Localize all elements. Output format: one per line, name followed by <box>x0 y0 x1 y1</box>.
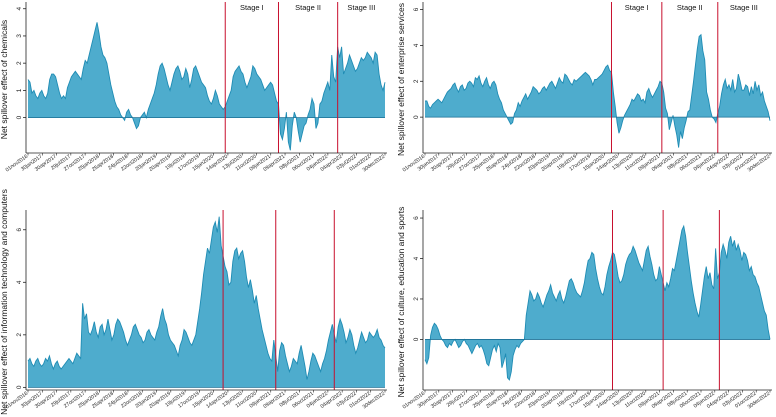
y-tick-label: 2 <box>16 333 23 337</box>
y-axis-title: Net spillover effect of chemicals <box>0 20 9 139</box>
y-tick-label: 4 <box>413 43 420 47</box>
stage-label-3: Stage III <box>730 3 758 12</box>
chart-panel-2: Stage I Stage II Stage III 0 2 4 6 Net spillove… <box>396 2 772 173</box>
stage-label-2: Stage II <box>295 3 321 12</box>
area-fill <box>425 226 770 380</box>
chart-panel-1: Stage I Stage II Stage III 0 1 2 3 4 Net spillov… <box>0 2 387 173</box>
area-fill <box>28 216 385 388</box>
y-tick-label: 0 <box>413 115 420 119</box>
stage-label-1: Stage I <box>625 3 649 12</box>
stage-label-2: Stage II <box>677 3 703 12</box>
y-axis-title: Net spillover effect of information tech… <box>0 189 9 415</box>
area-fill <box>425 34 770 148</box>
y-tick-label: 1 <box>16 88 23 92</box>
y-tick-label: 3 <box>16 34 23 38</box>
y-tick-label: 0 <box>16 115 23 119</box>
y-tick-label: 4 <box>413 256 420 260</box>
y-tick-label: 6 <box>413 216 420 220</box>
series-line <box>424 224 771 381</box>
y-tick-label: 2 <box>16 61 23 65</box>
stage-label-3: Stage III <box>347 3 375 12</box>
y-tick-label: 4 <box>16 7 23 11</box>
area-fill <box>28 22 385 151</box>
series-line <box>27 22 386 151</box>
chart-panel-4: 0 2 4 6 Net spillover effect of culture, edu… <box>396 207 772 410</box>
y-tick-label: 2 <box>413 79 420 83</box>
y-tick-label: 6 <box>413 7 420 11</box>
y-tick-label: 4 <box>16 280 23 284</box>
y-tick-label: 6 <box>16 228 23 232</box>
series-line <box>27 216 386 380</box>
y-tick-label: 0 <box>413 337 420 341</box>
stage-label-1: Stage I <box>240 3 264 12</box>
y-tick-label: 2 <box>413 297 420 301</box>
y-axis-title: Net spillover effect of culture, educati… <box>396 207 406 398</box>
y-tick-label: 0 <box>16 385 23 389</box>
y-axis-title: Net spillover effect of enterprise servi… <box>396 3 406 156</box>
chart-panel-3: 0 2 4 6 Net spillover effect of information … <box>0 189 387 415</box>
